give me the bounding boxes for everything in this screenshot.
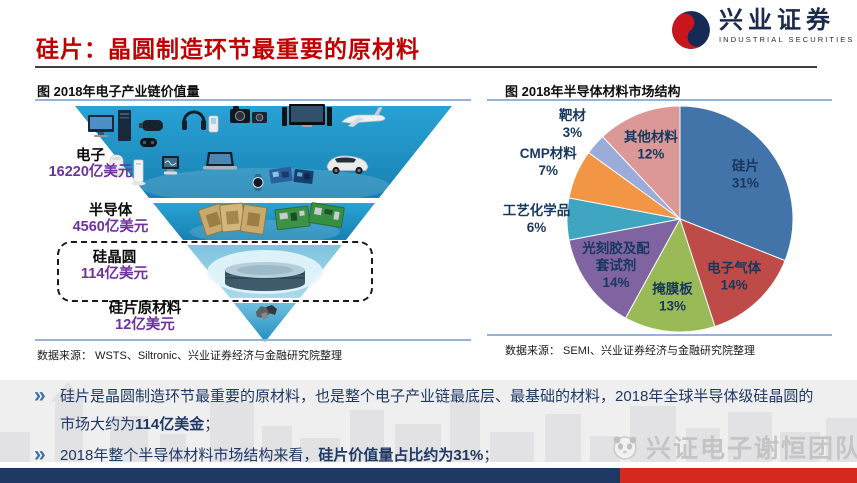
pcb-boards-icon xyxy=(274,202,345,231)
game-controller-icon xyxy=(140,138,157,147)
left-source-rule xyxy=(35,339,471,341)
headphones-icon xyxy=(182,110,219,133)
pie-chart: 硅片 31% 电子气体 14% 掩膜板 13%光刻胶及配套试剂 14% 工艺化学品 6% CMP材… xyxy=(503,105,794,333)
left-caption-rule xyxy=(35,99,471,101)
title-underline xyxy=(35,66,817,68)
vr-headset-icon xyxy=(139,120,163,131)
polysilicon-icon xyxy=(256,305,277,320)
bullet-item: » 硅片是晶圆制造环节最重要的原材料，也是整个电子产业链最底层、最基础的材料，20… xyxy=(34,383,830,439)
left-chart-source: 数据来源： WSTS、Siltronic、兴业证券经济与金融研究院整理 xyxy=(37,350,342,362)
funnel-level-value: 12亿美元 xyxy=(115,317,175,333)
summary-bullets: » 硅片是晶圆制造环节最重要的原材料，也是整个电子产业链最底层、最基础的材料，20… xyxy=(34,383,830,473)
funnel-label-wafer: 硅晶圆 114亿美元 xyxy=(42,250,187,282)
airplane-icon xyxy=(341,107,386,127)
cpu-chips-icon xyxy=(198,202,268,237)
right-chart-caption: 图 2018年半导体材料市场结构 xyxy=(505,84,681,99)
pie-label-CMP材料: CMP材料 7% xyxy=(520,145,577,178)
funnel-band-raw-material xyxy=(234,303,296,342)
camera-icon xyxy=(230,106,267,123)
game-console-icon xyxy=(131,159,146,186)
left-chart-caption: 图 2018年电子产业链价值量 xyxy=(37,84,200,99)
wafer-highlight-box xyxy=(57,241,373,302)
logo-name-cn: 兴业证券 xyxy=(719,8,835,34)
bullet-item: » 2018年整个半导体材料市场结构来看，硅片价值量占比约为31%； xyxy=(34,442,830,470)
smart-speaker-icon xyxy=(109,154,124,176)
pie-label-电子气体: 电子气体 14% xyxy=(707,260,761,293)
funnel-level-name: 硅片原材料 xyxy=(108,301,182,317)
bullet-text: 2018年整个半导体材料市场结构来看，硅片价值量占比约为31%； xyxy=(60,447,499,464)
page-title: 硅片：晶圆制造环节最重要的原材料 xyxy=(36,36,420,62)
watermark-text: 兴证电子谢恒团队 xyxy=(646,435,857,463)
circuit-boards-icon xyxy=(269,166,314,184)
funnel-label-raw-material: 硅片原材料 12亿美元 xyxy=(75,301,215,333)
smartwatch-icon xyxy=(252,174,264,191)
skyline-silhouette xyxy=(0,382,857,462)
pie-label-其他材料: 其他材料 12% xyxy=(624,129,678,162)
right-caption-rule xyxy=(487,99,832,101)
car-icon xyxy=(326,155,369,175)
pie-slice-其他材料 xyxy=(601,105,681,221)
wafer-stack-icon xyxy=(225,262,305,291)
footer-bar-red xyxy=(620,468,857,483)
funnel-level-value: 114亿美元 xyxy=(81,266,148,282)
footer-bar-navy xyxy=(0,468,620,483)
laptop-icon xyxy=(203,152,237,170)
pie-slice-硅片 xyxy=(679,105,794,262)
right-source-rule xyxy=(487,334,832,336)
funnel-label-electronics: 电子 16220亿美元 xyxy=(18,148,163,180)
funnel-level-value: 16220亿美元 xyxy=(48,164,133,180)
pie-label-光刻胶及配套试剂: 光刻胶及配套试剂 14% xyxy=(581,240,650,290)
desktop-computer-icon xyxy=(88,110,131,141)
double-chevron-icon: » xyxy=(34,384,46,407)
funnel-level-name: 电子 xyxy=(76,148,105,164)
double-chevron-icon: » xyxy=(34,443,46,466)
funnel-chart xyxy=(75,104,452,342)
funnel-label-semiconductor: 半导体 4560亿美元 xyxy=(38,203,183,235)
pie-label-硅片: 硅片 31% xyxy=(732,158,759,191)
tv-speakers-icon xyxy=(282,104,332,127)
pie-slice-掩膜板 xyxy=(624,217,716,333)
funnel-level-name: 半导体 xyxy=(88,203,133,219)
pie-label-工艺化学品: 工艺化学品 6% xyxy=(503,202,571,235)
team-watermark: 兴证电子谢恒团队 xyxy=(610,429,857,465)
pie-label-掩膜板: 掩膜板 13% xyxy=(652,281,693,314)
bullet-text: 硅片是晶圆制造环节最重要的原材料，也是整个电子产业链最底层、最基础的材料，201… xyxy=(60,388,814,433)
panda-logo-icon xyxy=(613,436,637,460)
company-logo: 兴业证券 INDUSTRIAL SECURITIES xyxy=(670,9,855,51)
pie-slice-光刻胶及配套试剂 xyxy=(568,218,681,319)
bottom-band xyxy=(0,380,857,462)
logo-name-en: INDUSTRIAL SECURITIES xyxy=(719,35,855,44)
medical-monitor-icon xyxy=(162,156,179,175)
funnel-level-name: 硅晶圆 xyxy=(92,250,137,266)
funnel-level-value: 4560亿美元 xyxy=(72,219,149,235)
logo-swirl-icon xyxy=(672,11,710,49)
pie-label-靶材: 靶材 3% xyxy=(559,107,587,140)
funnel-band-electronics xyxy=(75,106,452,198)
right-chart-source: 数据来源： SEMI、兴业证券经济与金融研究院整理 xyxy=(505,345,755,357)
